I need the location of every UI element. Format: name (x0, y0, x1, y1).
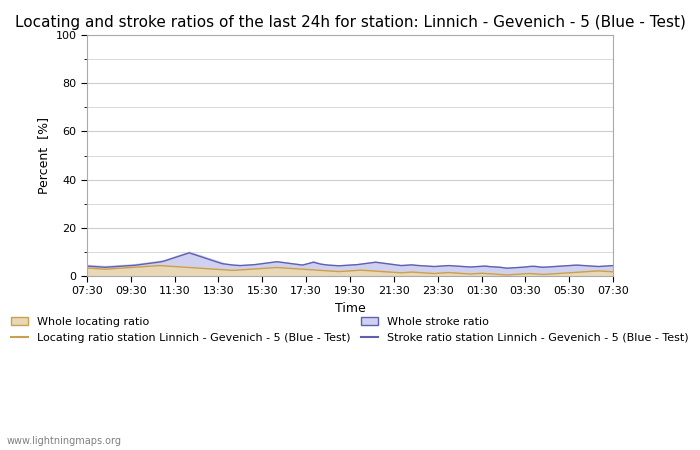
Title: Locating and stroke ratios of the last 24h for station: Linnich - Gevenich - 5 (: Locating and stroke ratios of the last 2… (15, 15, 685, 30)
X-axis label: Time: Time (335, 302, 365, 315)
Y-axis label: Percent  [%]: Percent [%] (37, 117, 50, 194)
Text: www.lightningmaps.org: www.lightningmaps.org (7, 436, 122, 446)
Legend: Whole locating ratio, Locating ratio station Linnich - Gevenich - 5 (Blue - Test: Whole locating ratio, Locating ratio sta… (7, 313, 693, 347)
